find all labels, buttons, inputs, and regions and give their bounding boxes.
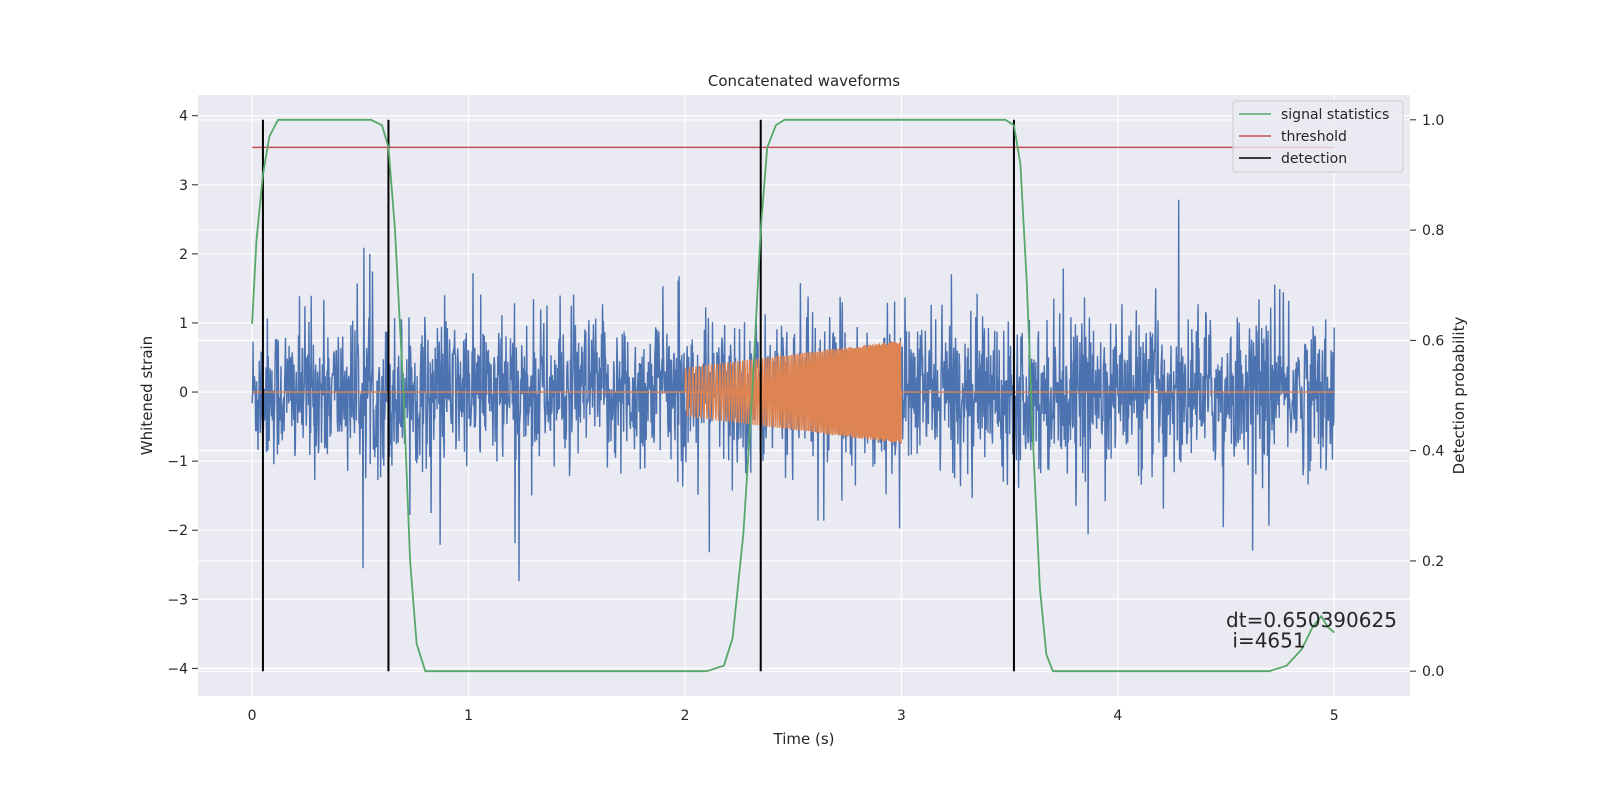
legend-detection-label: detection <box>1281 151 1347 167</box>
x-tick-label: 4 <box>1113 708 1122 724</box>
y-tick-label: 0 <box>179 385 188 401</box>
y2-tick-label: 0.6 <box>1422 333 1444 349</box>
y-tick-label: 3 <box>179 178 188 194</box>
y-tick-label: −2 <box>167 523 188 539</box>
y-axis-label: Whitened strain <box>138 336 156 455</box>
y-tick-label: −4 <box>167 661 188 677</box>
legend-box <box>1232 100 1404 173</box>
annotation-i: i=4651 <box>1226 629 1306 653</box>
y2-tick-label: 1.0 <box>1422 113 1444 129</box>
x-axis-label: Time (s) <box>773 730 835 748</box>
y2-tick-label: 0.2 <box>1422 554 1444 570</box>
ticks: 0 1 2 3 4 5 −4 −3 −2 −1 0 1 2 3 4 0.0 0.2 0.4 0.6 0.8 1.0 <box>167 109 1444 724</box>
annotation-dt: dt=0.650390625 <box>1226 608 1397 632</box>
y2-axis-label: Detection probability <box>1450 317 1468 475</box>
injected-chirp <box>684 340 902 444</box>
y2-tick-label: 0.4 <box>1422 444 1444 460</box>
series-layer <box>251 118 1335 673</box>
y2-tick-label: 0.0 <box>1422 664 1444 680</box>
signal-statistics-line <box>251 118 1335 673</box>
legend: signal statistics threshold detection <box>1232 100 1404 173</box>
y-tick-label: 1 <box>179 316 188 332</box>
y-tick-label: −1 <box>167 454 188 470</box>
x-tick-label: 3 <box>897 708 906 724</box>
y-tick-label: −3 <box>167 592 188 608</box>
chart-title: Concatenated waveforms <box>708 72 900 90</box>
x-tick-label: 0 <box>248 708 257 724</box>
y-tick-label: 4 <box>179 109 188 125</box>
y-tick-label: 2 <box>179 247 188 263</box>
legend-threshold-label: threshold <box>1281 129 1347 145</box>
legend-signal-label: signal statistics <box>1281 107 1389 123</box>
x-tick-label: 5 <box>1330 708 1339 724</box>
y2-tick-label: 0.8 <box>1422 223 1444 239</box>
x-tick-label: 1 <box>464 708 473 724</box>
x-tick-label: 2 <box>681 708 690 724</box>
